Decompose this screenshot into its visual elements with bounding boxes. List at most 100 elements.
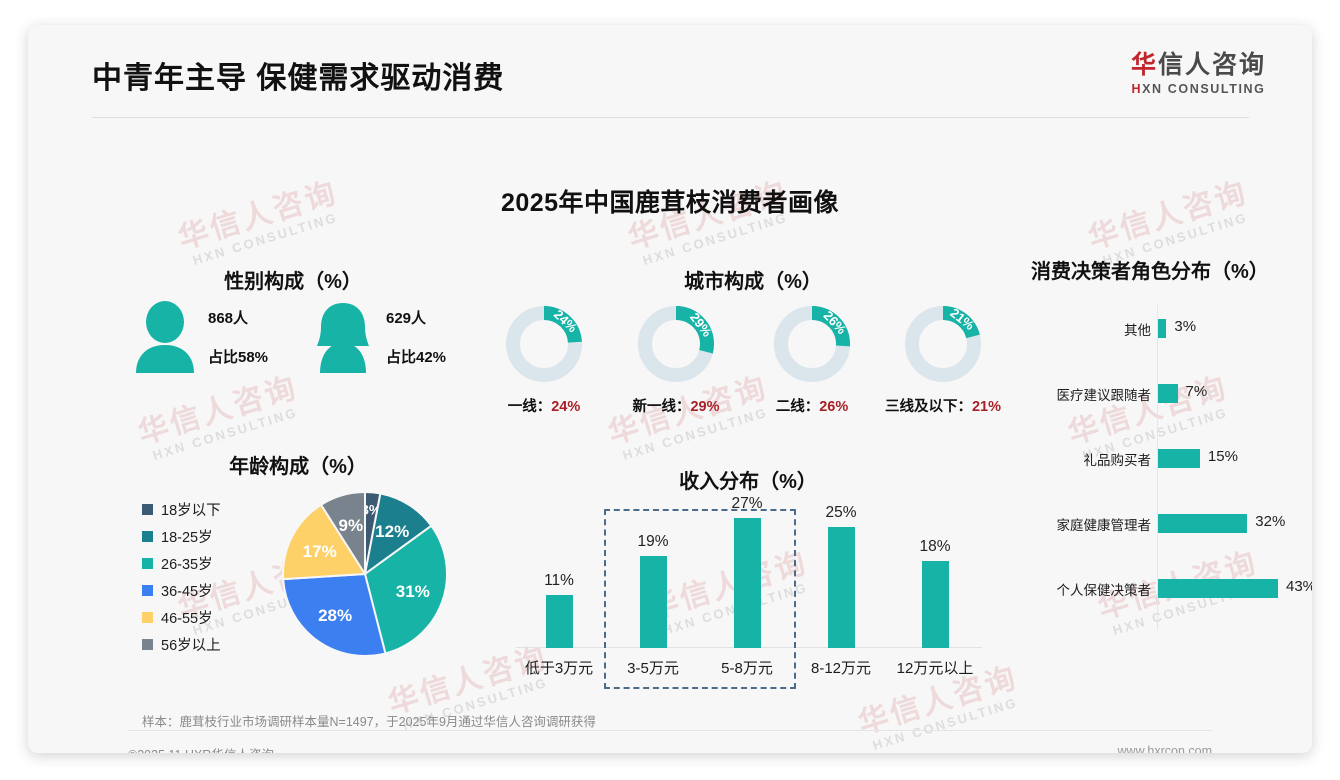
pie-slice-label: 9%: [339, 516, 364, 535]
logo-cn-rest: 信人咨询: [1157, 51, 1266, 79]
donut-value-arc: [638, 306, 714, 382]
logo-en-rest: XN CONSULTING: [1142, 82, 1266, 97]
legend-swatch: [142, 612, 153, 623]
bar-value-label: 18%: [919, 538, 951, 555]
legend-swatch: [142, 639, 153, 650]
legend-label: 46-55岁: [161, 611, 213, 627]
pie-slice: [319, 490, 366, 578]
legend-swatch: [142, 558, 153, 569]
city-donut-item: 26% 二线：26%: [752, 301, 872, 416]
role-section-title: 消费决策者角色分布（%）: [1031, 261, 1269, 283]
role-category-label: 其他: [1124, 323, 1151, 338]
pie-slice: [282, 572, 387, 657]
bar-column: 18%: [888, 503, 982, 648]
income-distribution-section: 收入分布（%） 11% 19% 27% 25% 18% 低于3万元 3-5万元 5-8万元 8…: [498, 465, 998, 689]
logo-chinese-text: 华信人咨询: [1131, 52, 1266, 78]
slide-header: 中青年主导 保健需求驱动消费 华信人咨询 HXN CONSULTING: [28, 25, 1312, 120]
age-legend: 18岁以下 18-25岁 26-35岁 36-45岁 46-55岁 56岁以上: [142, 496, 221, 658]
legend-item: 46-55岁: [142, 604, 221, 631]
role-bar-value-label: 15%: [1207, 448, 1238, 465]
chart-main-title: 2025年中国鹿茸枝消费者画像: [500, 189, 840, 217]
gender-composition-section: 性别构成（%） 868人 占比58% 629人 占比42%: [128, 265, 458, 385]
donut-caption: 一线：24%: [484, 395, 604, 416]
donut-caption-value: 29%: [690, 399, 720, 415]
city-donut-item: 29% 新一线：29%: [616, 301, 736, 416]
bar-column: 19%: [606, 503, 700, 648]
role-bar-row: 家庭健康管理者 32%: [1033, 510, 1303, 536]
role-bar-value-label: 7%: [1185, 383, 1208, 400]
female-count: 629人: [386, 310, 427, 327]
legend-item: 56岁以上: [142, 631, 221, 658]
role-bar-rect: [1158, 384, 1178, 403]
header-divider: [92, 117, 1249, 118]
donut-value-arc: [905, 306, 981, 382]
age-pie-chart: 3% 12% 31% 28% 17% 9%: [273, 482, 457, 671]
logo-english-text: HXN CONSULTING: [1131, 82, 1266, 96]
city-section-title: 城市构成（%）: [684, 271, 822, 293]
city-donut-item: 24% 一线：24%: [484, 301, 604, 416]
pie-slice-label: 31%: [396, 582, 430, 601]
gender-section-title: 性别构成（%）: [224, 271, 362, 293]
donut-value-arc: [506, 306, 582, 382]
logo-en-first-char: H: [1131, 82, 1143, 97]
bar-value-label: 11%: [544, 571, 574, 589]
bar-value-label: 25%: [825, 504, 857, 522]
role-plot-area: 其他 3% 医疗建议跟随者 7% 礼品购买者 15% 家庭健康管理者 32% 个人保健决策者 43…: [1033, 305, 1312, 630]
donut-caption-name: 一线：: [507, 399, 552, 415]
role-category-label: 个人保健决策者: [1056, 583, 1152, 598]
role-category-label: 家庭健康管理者: [1056, 518, 1152, 533]
slide-page: 华信人咨询 HXN CONSULTING 华信人咨询 HXN CONSULTING 华信…: [28, 25, 1312, 753]
female-share: 占比42%: [386, 349, 447, 366]
legend-swatch: [142, 531, 153, 542]
role-bar-rect: [1158, 319, 1167, 338]
bar-rect: [922, 561, 949, 648]
legend-label: 56岁以上: [161, 638, 221, 654]
donut-caption-value: 24%: [551, 399, 581, 415]
donut-chart-svg: 26%: [774, 306, 850, 382]
bar-value-label: 27%: [731, 494, 763, 512]
donut-caption-name: 二线：: [775, 399, 820, 415]
sample-note: 样本：鹿茸枝行业市场调研样本量N=1497，于2025年9月通过华信人咨询调研获…: [142, 715, 596, 729]
role-baseline: [1157, 305, 1158, 630]
income-section-title: 收入分布（%）: [679, 471, 817, 493]
footer-divider: [128, 730, 1212, 731]
city-donut-item: 21% 三线及以下：21%: [883, 301, 1003, 416]
role-bar-rect: [1158, 449, 1200, 468]
legend-item: 26-35岁: [142, 550, 221, 577]
donut-caption-value: 26%: [819, 399, 849, 415]
donut-caption-name: 新一线：: [632, 399, 691, 415]
pie-slice: [363, 524, 448, 655]
bar-rect: [546, 594, 573, 648]
bar-category-label: 12万元以上: [896, 660, 974, 677]
decision-role-section: 消费决策者角色分布（%） 其他 3% 医疗建议跟随者 7% 礼品购买者 15% 家庭健康管理…: [1031, 255, 1312, 635]
donut-caption: 新一线：29%: [616, 395, 736, 416]
donut-caption: 三线及以下：21%: [883, 395, 1003, 416]
role-bar-value-label: 3%: [1174, 318, 1197, 335]
income-highlight-box: [604, 509, 796, 689]
role-category-label: 医疗建议跟随者: [1056, 388, 1152, 403]
role-bar-rect: [1158, 579, 1278, 598]
age-section-title: 年龄构成（%）: [229, 456, 367, 478]
pie-slice: [363, 492, 433, 577]
legend-label: 36-45岁: [161, 584, 213, 600]
role-bar-row: 礼品购买者 15%: [1033, 445, 1303, 471]
bar-rect: [828, 527, 855, 648]
bar-column: 27%: [700, 495, 794, 648]
female-icon: [317, 303, 369, 373]
bar-value-label: 19%: [637, 533, 669, 551]
role-bar-rect: [1158, 514, 1248, 533]
website-url[interactable]: www.hxrcon.com: [1117, 744, 1212, 753]
city-composition-section: 城市构成（%） 24% 一线：24% 29% 新一线：29% 26% 二线：26% 21% 三…: [483, 265, 1023, 415]
pie-chart-svg: 3%12%31%28%17%9%: [282, 490, 448, 657]
donut-value-arc: [774, 306, 850, 382]
male-icon: [136, 301, 194, 373]
role-bar-row: 其他 3%: [1033, 315, 1303, 341]
legend-swatch: [142, 585, 153, 596]
donut-chart-svg: 24%: [506, 306, 582, 382]
bar-rect: [640, 556, 667, 648]
legend-label: 18-25岁: [161, 530, 213, 546]
donut-caption-value: 21%: [971, 399, 1002, 415]
bar-category-label: 5-8万元: [721, 660, 773, 677]
pie-slice-label: 28%: [318, 606, 352, 625]
legend-swatch: [142, 504, 153, 515]
